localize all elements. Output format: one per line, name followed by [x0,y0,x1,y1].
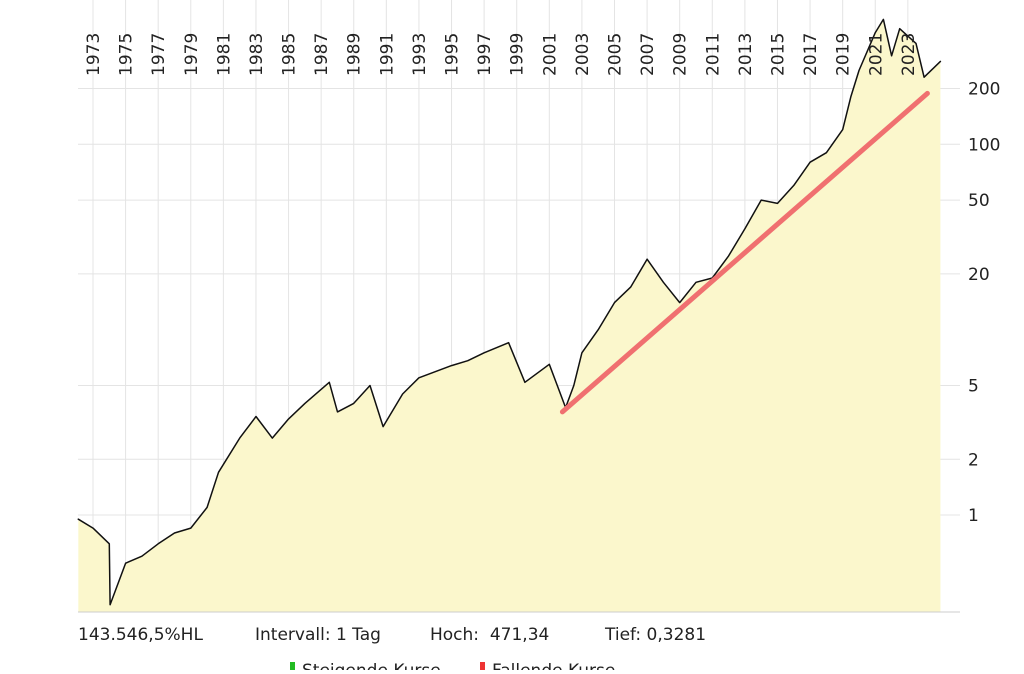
legend-swatch [480,662,485,672]
x-tick-label: 1993 [410,33,430,76]
x-tick-label: 1997 [475,33,495,76]
legend-swatch [290,662,295,672]
x-tick-label: 1991 [377,33,397,76]
x-tick-label: 2023 [899,33,919,76]
x-tick-label: 1985 [280,33,300,76]
y-tick-label: 1 [968,506,979,526]
x-tick-label: 1989 [345,33,365,76]
legend-label: Fallende Kurse [492,661,615,670]
x-tick-label: 1975 [117,33,137,76]
legend-label: Steigende Kurse [302,661,441,670]
y-tick-label: 2 [968,450,979,470]
stat-label: Hoch: 471,34 [430,625,549,645]
x-tick-label: 1979 [182,33,202,76]
x-tick-label: 2019 [834,33,854,76]
x-tick-label: 1987 [312,33,332,76]
x-tick-label: 2003 [573,33,593,76]
stat-label: Tief: 0,3281 [604,625,706,645]
x-tick-label: 1983 [247,33,267,76]
x-tick-label: 2001 [540,33,560,76]
stat-label: 143.546,5%HL [78,625,203,645]
x-tick-label: 1999 [508,33,528,76]
x-tick-label: 2011 [703,33,723,76]
x-tick-label: 2007 [638,33,658,76]
y-tick-label: 50 [968,191,990,211]
x-tick-label: 2005 [606,33,626,76]
y-tick-label: 20 [968,265,990,285]
price-line [77,18,942,606]
x-tick-label: 2021 [866,33,886,76]
area [78,19,941,612]
x-tick-label: 2013 [736,33,756,76]
x-tick-label: 2017 [801,33,821,76]
x-tick-label: 2015 [768,33,788,76]
x-tick-label: 1973 [84,33,104,76]
x-tick-label: 1981 [214,33,234,76]
x-tick-label: 1995 [443,33,463,76]
y-tick-label: 200 [968,79,1000,99]
x-tick-label: 1977 [149,33,169,76]
x-tick-label: 2009 [671,33,691,76]
trend-line [559,90,930,415]
y-tick-label: 100 [968,135,1000,155]
stat-label: Intervall: 1 Tag [255,625,381,645]
y-tick-label: 5 [968,376,979,396]
